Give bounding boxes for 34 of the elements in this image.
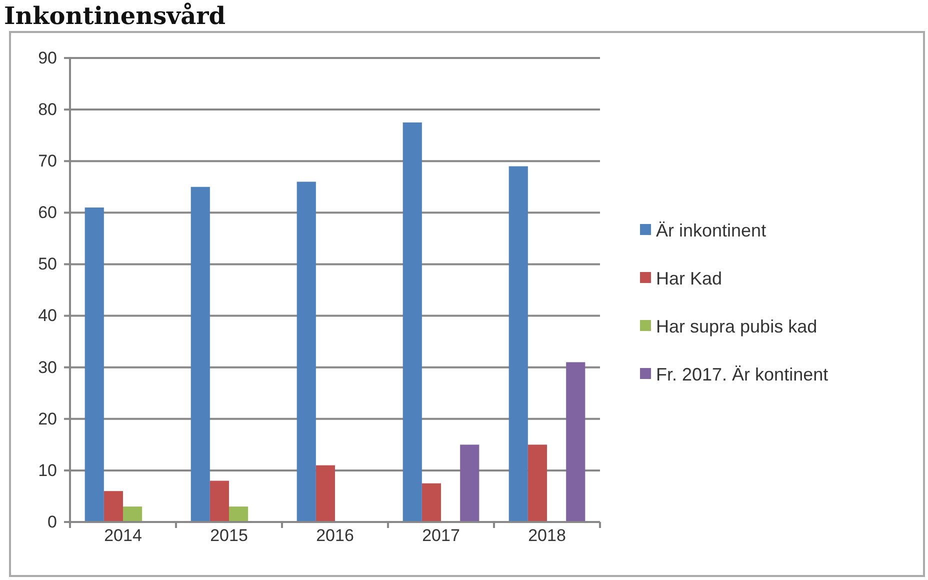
bar	[296, 182, 316, 522]
y-tick-label: 20	[38, 409, 57, 428]
bar	[566, 362, 586, 522]
bar	[229, 506, 248, 522]
y-tick-label: 60	[38, 203, 57, 222]
legend-label: Är inkontinent	[656, 220, 766, 240]
x-tick-label: 2014	[104, 526, 142, 545]
x-tick-label: 2018	[528, 526, 566, 545]
y-tick-label: 70	[38, 152, 57, 171]
x-tick-label: 2015	[210, 526, 248, 545]
legend-label: Har supra pubis kad	[656, 316, 818, 336]
y-tick-label: 80	[38, 100, 57, 119]
legend-label: Har Kad	[656, 268, 722, 288]
bar	[402, 122, 422, 522]
bar	[528, 444, 547, 522]
x-tick-label: 2016	[316, 526, 354, 545]
y-tick-label: 90	[38, 48, 57, 68]
bar	[422, 483, 441, 522]
chart-title: Inkontinensvård	[4, 1, 226, 30]
bar	[104, 491, 123, 522]
y-tick-label: 30	[38, 358, 57, 377]
bar	[123, 506, 142, 522]
bar	[508, 166, 528, 522]
bar	[210, 480, 229, 522]
y-tick-label: 0	[48, 512, 57, 532]
bar	[316, 465, 335, 522]
y-tick-label: 50	[38, 254, 57, 274]
bar	[190, 186, 210, 522]
x-tick-label: 2017	[422, 526, 460, 545]
bar	[460, 444, 480, 522]
bar	[84, 208, 104, 522]
y-tick-label: 40	[38, 306, 57, 326]
y-tick-label: 10	[38, 460, 57, 480]
legend-label: Fr. 2017. Är kontinent	[656, 364, 828, 384]
